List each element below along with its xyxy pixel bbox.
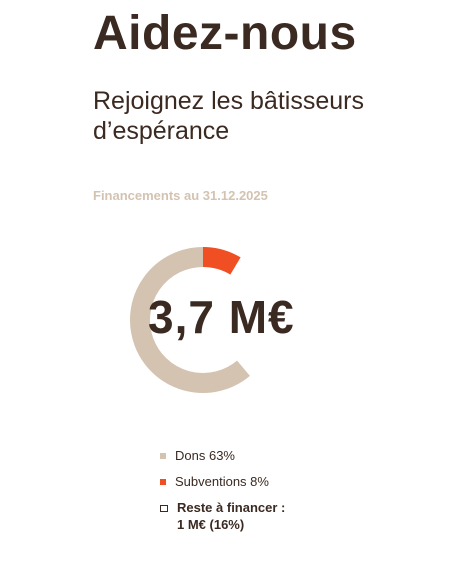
page-subtitle: Rejoignez les bâtisseurs d’espérance [93, 87, 364, 145]
funding-donut-chart [128, 245, 278, 395]
donut-svg [130, 247, 250, 393]
legend-label-reste-line1: Reste à financer : [177, 499, 286, 515]
legend-label-dons: Dons 63% [175, 448, 235, 463]
subventions-arc [202, 247, 241, 275]
chart-legend: Dons 63% Subventions 8% Reste à financer… [160, 448, 285, 543]
legend-item-dons: Dons 63% [160, 448, 285, 465]
dons-arc [130, 247, 250, 393]
legend-label-subventions: Subventions 8% [175, 473, 269, 489]
legend-item-subventions: Subventions 8% [160, 474, 285, 491]
total-funding-value: 3,7 M€ [148, 291, 295, 343]
chart-caption: Financements au 31.12.2025 [93, 188, 268, 203]
legend-label-reste-line2: 1 M€ (16%) [177, 516, 245, 532]
page-title: Aidez-nous [93, 7, 357, 60]
reste-swatch [160, 504, 168, 512]
dons-swatch [160, 453, 166, 459]
subventions-swatch [160, 478, 166, 485]
legend-label-reste: Reste à financer : 1 M€ (16%) [177, 500, 285, 534]
legend-item-reste: Reste à financer : 1 M€ (16%) [160, 500, 285, 534]
